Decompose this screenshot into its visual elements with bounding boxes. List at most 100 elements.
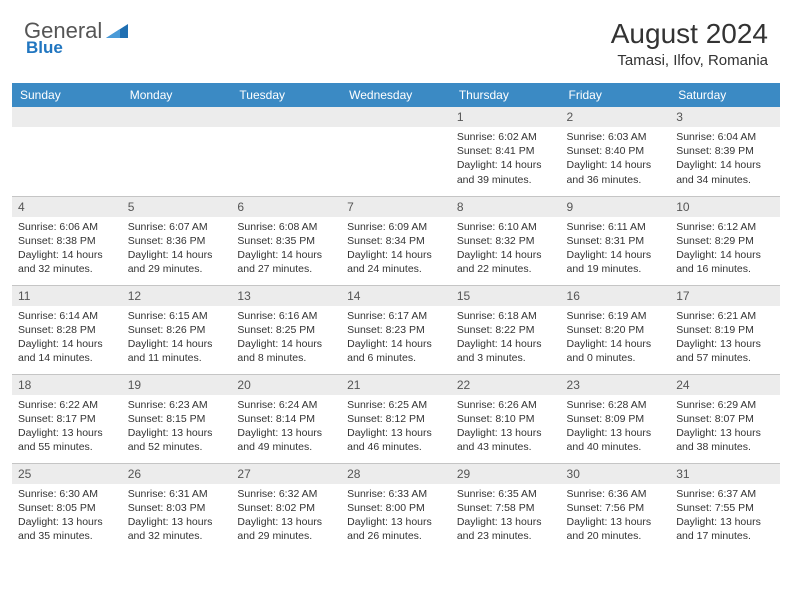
day-details: Sunrise: 6:11 AMSunset: 8:31 PMDaylight:… (561, 217, 671, 282)
calendar-cell: 2Sunrise: 6:03 AMSunset: 8:40 PMDaylight… (561, 107, 671, 196)
logo-text-blue: Blue (26, 38, 63, 58)
calendar-row: 18Sunrise: 6:22 AMSunset: 8:17 PMDayligh… (12, 374, 780, 463)
calendar-cell: 22Sunrise: 6:26 AMSunset: 8:10 PMDayligh… (451, 374, 561, 463)
day-number: 21 (341, 375, 451, 395)
day-number: 11 (12, 286, 122, 306)
day-details: Sunrise: 6:07 AMSunset: 8:36 PMDaylight:… (122, 217, 232, 282)
day-number: 28 (341, 464, 451, 484)
weekday-header: Friday (561, 83, 671, 107)
calendar-cell: 10Sunrise: 6:12 AMSunset: 8:29 PMDayligh… (670, 196, 780, 285)
calendar-cell: 26Sunrise: 6:31 AMSunset: 8:03 PMDayligh… (122, 463, 232, 552)
day-number: 5 (122, 197, 232, 217)
calendar-cell: 18Sunrise: 6:22 AMSunset: 8:17 PMDayligh… (12, 374, 122, 463)
day-details: Sunrise: 6:36 AMSunset: 7:56 PMDaylight:… (561, 484, 671, 549)
day-details: Sunrise: 6:33 AMSunset: 8:00 PMDaylight:… (341, 484, 451, 549)
weekday-header: Saturday (670, 83, 780, 107)
month-title: August 2024 (611, 18, 768, 50)
calendar-row: 1Sunrise: 6:02 AMSunset: 8:41 PMDaylight… (12, 107, 780, 196)
day-details: Sunrise: 6:35 AMSunset: 7:58 PMDaylight:… (451, 484, 561, 549)
day-details: Sunrise: 6:10 AMSunset: 8:32 PMDaylight:… (451, 217, 561, 282)
day-number: 8 (451, 197, 561, 217)
calendar-cell: 21Sunrise: 6:25 AMSunset: 8:12 PMDayligh… (341, 374, 451, 463)
title-block: August 2024 Tamasi, Ilfov, Romania (611, 18, 768, 69)
weekday-header-row: SundayMondayTuesdayWednesdayThursdayFrid… (12, 83, 780, 107)
calendar-cell: 28Sunrise: 6:33 AMSunset: 8:00 PMDayligh… (341, 463, 451, 552)
calendar-cell: 14Sunrise: 6:17 AMSunset: 8:23 PMDayligh… (341, 285, 451, 374)
calendar-cell (341, 107, 451, 196)
logo-triangle-icon (106, 22, 132, 40)
weekday-header: Thursday (451, 83, 561, 107)
weekday-header: Tuesday (231, 83, 341, 107)
weekday-header: Sunday (12, 83, 122, 107)
calendar-cell: 9Sunrise: 6:11 AMSunset: 8:31 PMDaylight… (561, 196, 671, 285)
calendar-cell: 12Sunrise: 6:15 AMSunset: 8:26 PMDayligh… (122, 285, 232, 374)
calendar-cell (122, 107, 232, 196)
calendar-cell: 17Sunrise: 6:21 AMSunset: 8:19 PMDayligh… (670, 285, 780, 374)
calendar-cell: 16Sunrise: 6:19 AMSunset: 8:20 PMDayligh… (561, 285, 671, 374)
calendar-cell: 20Sunrise: 6:24 AMSunset: 8:14 PMDayligh… (231, 374, 341, 463)
calendar-cell: 11Sunrise: 6:14 AMSunset: 8:28 PMDayligh… (12, 285, 122, 374)
day-number: 15 (451, 286, 561, 306)
calendar-cell: 8Sunrise: 6:10 AMSunset: 8:32 PMDaylight… (451, 196, 561, 285)
day-details: Sunrise: 6:06 AMSunset: 8:38 PMDaylight:… (12, 217, 122, 282)
day-number: 25 (12, 464, 122, 484)
calendar-cell (231, 107, 341, 196)
day-details: Sunrise: 6:14 AMSunset: 8:28 PMDaylight:… (12, 306, 122, 371)
calendar-table: SundayMondayTuesdayWednesdayThursdayFrid… (12, 83, 780, 552)
day-number: 29 (451, 464, 561, 484)
day-number: 30 (561, 464, 671, 484)
day-details: Sunrise: 6:04 AMSunset: 8:39 PMDaylight:… (670, 127, 780, 192)
weekday-header: Wednesday (341, 83, 451, 107)
calendar-cell: 1Sunrise: 6:02 AMSunset: 8:41 PMDaylight… (451, 107, 561, 196)
calendar-cell: 31Sunrise: 6:37 AMSunset: 7:55 PMDayligh… (670, 463, 780, 552)
day-details: Sunrise: 6:31 AMSunset: 8:03 PMDaylight:… (122, 484, 232, 549)
calendar-cell: 7Sunrise: 6:09 AMSunset: 8:34 PMDaylight… (341, 196, 451, 285)
day-number: 13 (231, 286, 341, 306)
day-details: Sunrise: 6:03 AMSunset: 8:40 PMDaylight:… (561, 127, 671, 192)
day-number (341, 107, 451, 127)
day-details: Sunrise: 6:25 AMSunset: 8:12 PMDaylight:… (341, 395, 451, 460)
calendar-row: 25Sunrise: 6:30 AMSunset: 8:05 PMDayligh… (12, 463, 780, 552)
day-number: 7 (341, 197, 451, 217)
day-details: Sunrise: 6:29 AMSunset: 8:07 PMDaylight:… (670, 395, 780, 460)
day-details: Sunrise: 6:22 AMSunset: 8:17 PMDaylight:… (12, 395, 122, 460)
day-number: 19 (122, 375, 232, 395)
day-number: 31 (670, 464, 780, 484)
logo: General Blue (24, 18, 132, 58)
day-number: 4 (12, 197, 122, 217)
day-number: 3 (670, 107, 780, 127)
day-number: 12 (122, 286, 232, 306)
weekday-header: Monday (122, 83, 232, 107)
day-details: Sunrise: 6:23 AMSunset: 8:15 PMDaylight:… (122, 395, 232, 460)
day-number: 1 (451, 107, 561, 127)
calendar-cell: 24Sunrise: 6:29 AMSunset: 8:07 PMDayligh… (670, 374, 780, 463)
calendar-cell: 6Sunrise: 6:08 AMSunset: 8:35 PMDaylight… (231, 196, 341, 285)
page-header: General Blue August 2024 Tamasi, Ilfov, … (0, 0, 792, 77)
day-number: 9 (561, 197, 671, 217)
calendar-body: 1Sunrise: 6:02 AMSunset: 8:41 PMDaylight… (12, 107, 780, 552)
day-details: Sunrise: 6:28 AMSunset: 8:09 PMDaylight:… (561, 395, 671, 460)
day-number: 24 (670, 375, 780, 395)
day-number (122, 107, 232, 127)
day-number: 17 (670, 286, 780, 306)
day-details: Sunrise: 6:24 AMSunset: 8:14 PMDaylight:… (231, 395, 341, 460)
calendar-cell: 5Sunrise: 6:07 AMSunset: 8:36 PMDaylight… (122, 196, 232, 285)
day-details: Sunrise: 6:21 AMSunset: 8:19 PMDaylight:… (670, 306, 780, 371)
day-details: Sunrise: 6:26 AMSunset: 8:10 PMDaylight:… (451, 395, 561, 460)
day-number: 26 (122, 464, 232, 484)
day-number: 10 (670, 197, 780, 217)
day-details: Sunrise: 6:09 AMSunset: 8:34 PMDaylight:… (341, 217, 451, 282)
day-number: 27 (231, 464, 341, 484)
day-number (12, 107, 122, 127)
day-number: 14 (341, 286, 451, 306)
day-details: Sunrise: 6:16 AMSunset: 8:25 PMDaylight:… (231, 306, 341, 371)
calendar-cell: 19Sunrise: 6:23 AMSunset: 8:15 PMDayligh… (122, 374, 232, 463)
day-number: 20 (231, 375, 341, 395)
day-details: Sunrise: 6:18 AMSunset: 8:22 PMDaylight:… (451, 306, 561, 371)
day-number: 23 (561, 375, 671, 395)
calendar-cell (12, 107, 122, 196)
day-number: 16 (561, 286, 671, 306)
location-text: Tamasi, Ilfov, Romania (611, 52, 768, 69)
calendar-cell: 23Sunrise: 6:28 AMSunset: 8:09 PMDayligh… (561, 374, 671, 463)
calendar-cell: 30Sunrise: 6:36 AMSunset: 7:56 PMDayligh… (561, 463, 671, 552)
